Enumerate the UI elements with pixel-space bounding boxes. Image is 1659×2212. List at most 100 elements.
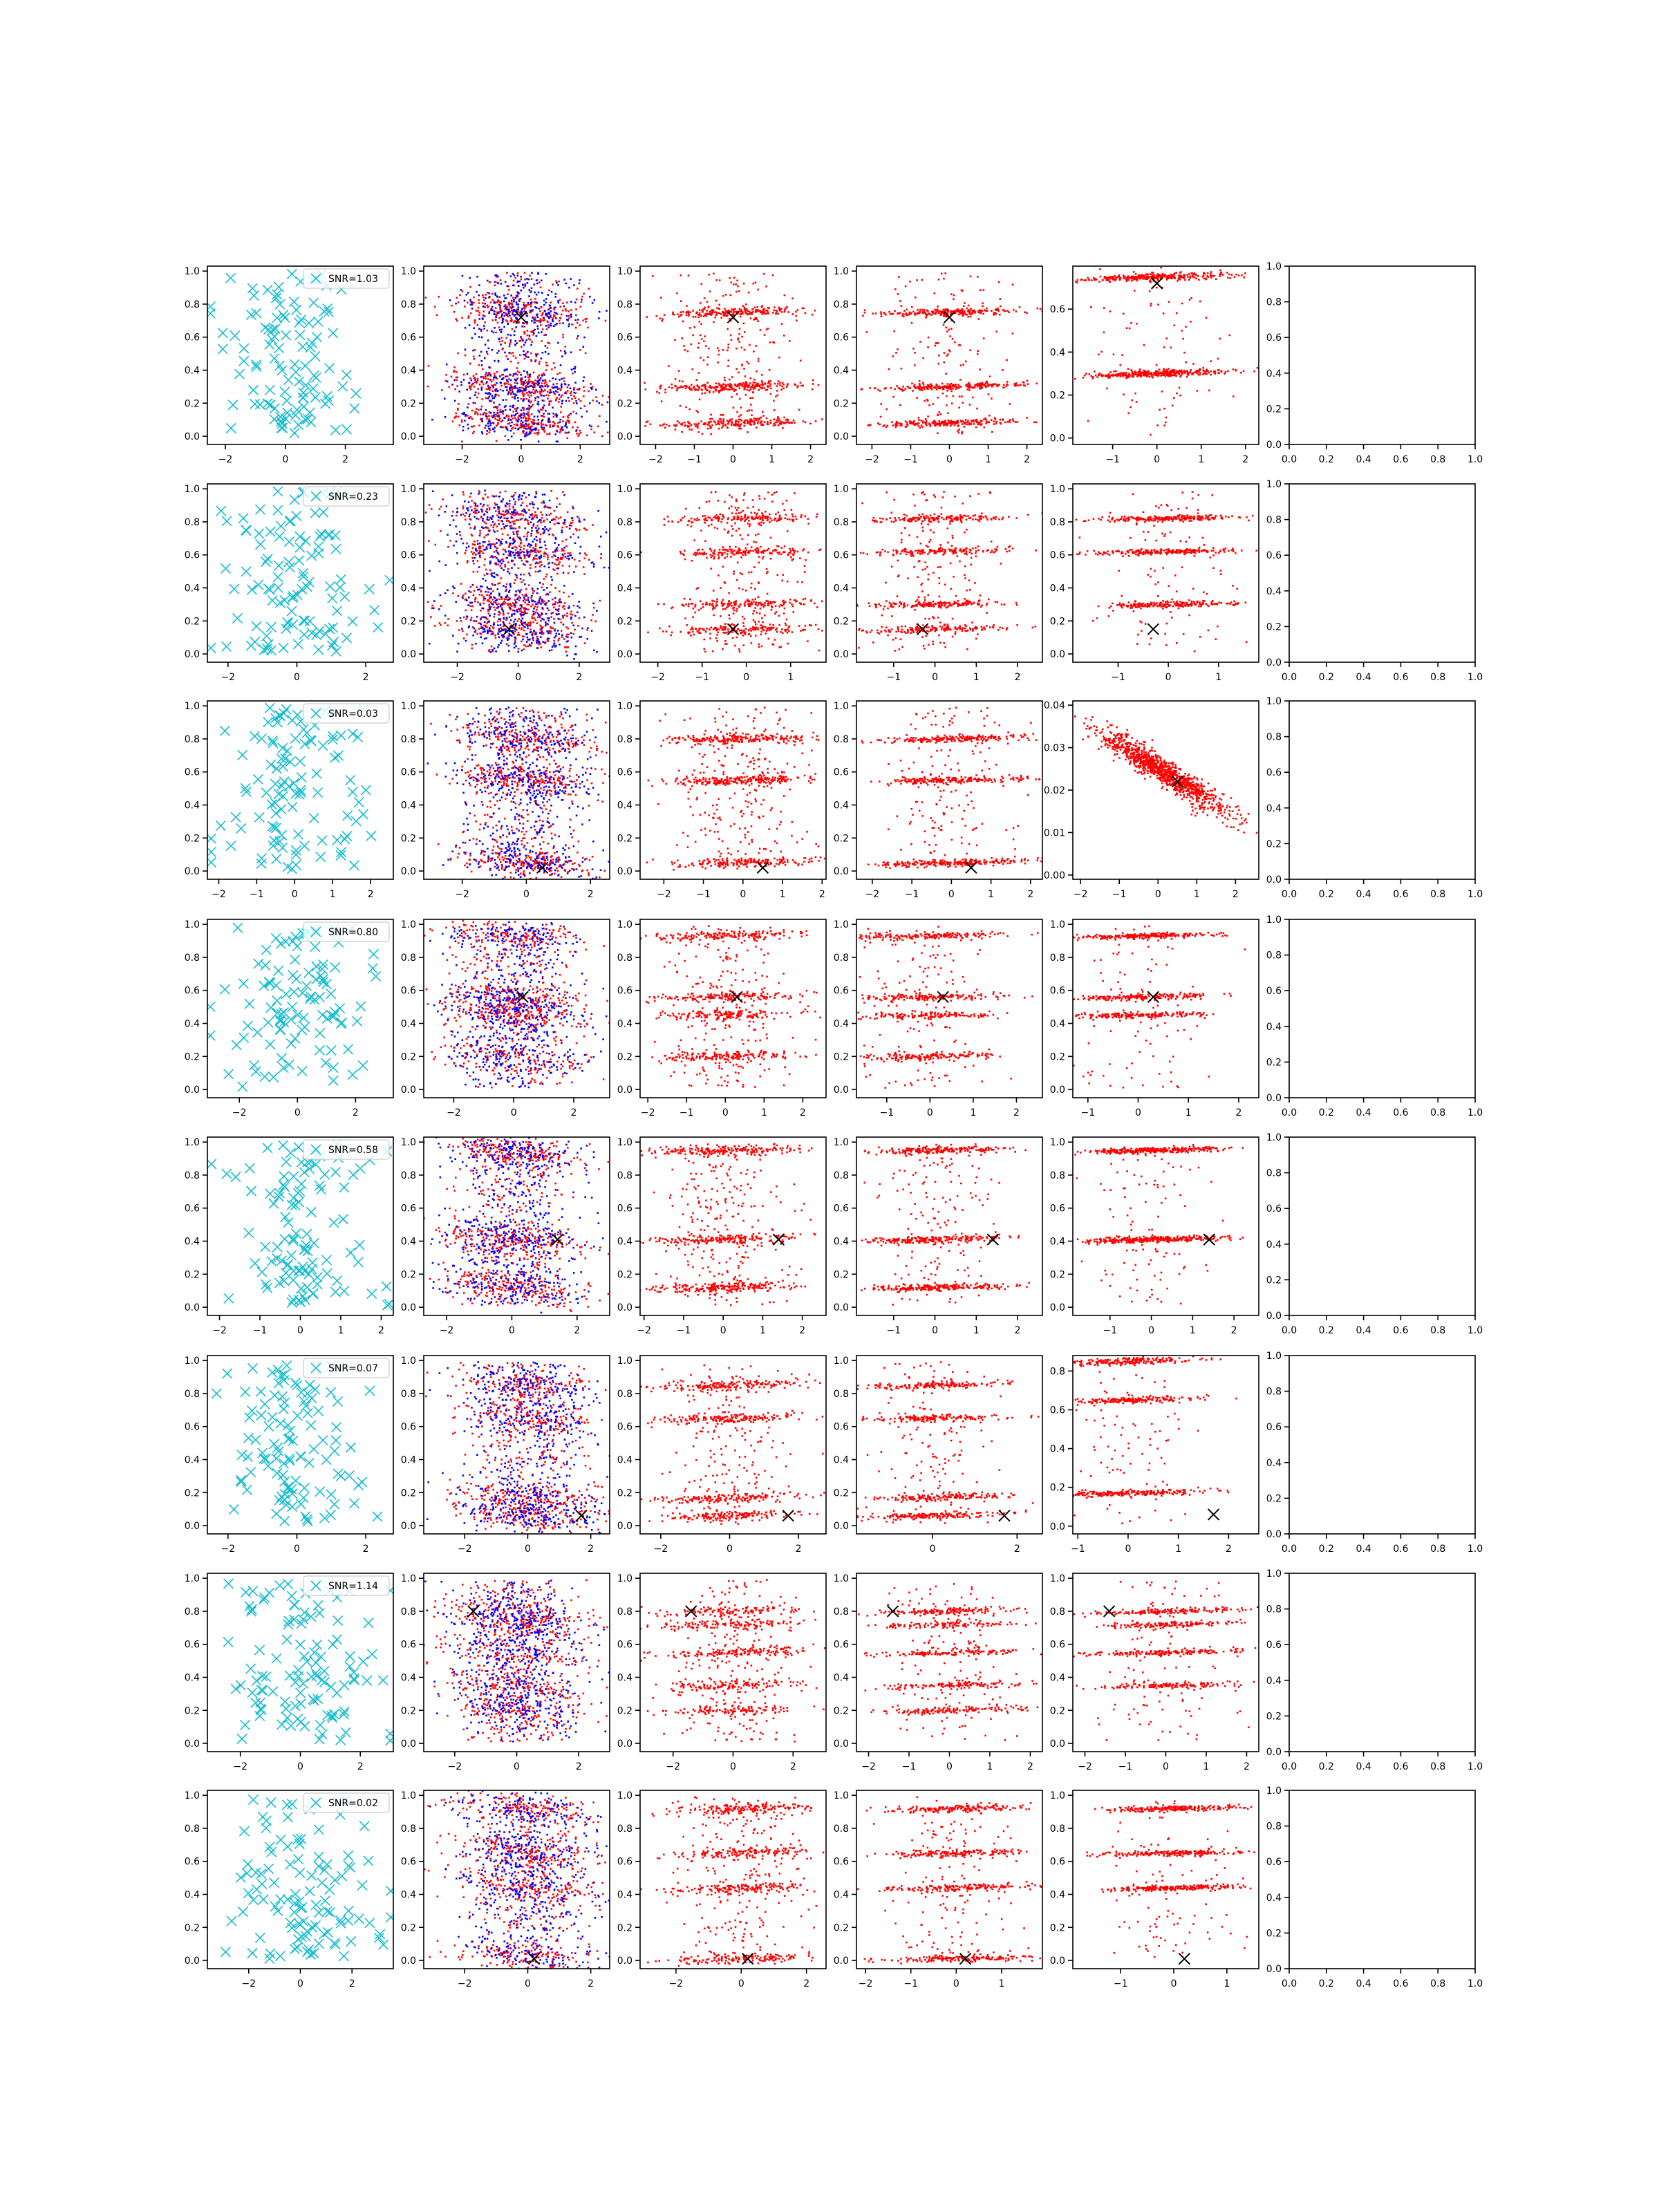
posterior-sample-point <box>512 432 515 435</box>
posterior-sample-point <box>811 313 814 316</box>
posterior-sample-point <box>554 378 557 380</box>
posterior-sample-point <box>533 321 535 324</box>
posterior-sample-point <box>444 379 447 382</box>
posterior-sample-point <box>490 308 493 310</box>
posterior-sample-point <box>453 379 456 382</box>
posterior-sample-point <box>504 549 506 552</box>
posterior-sample-point <box>696 312 698 314</box>
posterior-sample-point <box>773 418 776 421</box>
posterior-sample-point <box>937 386 939 388</box>
prior-sample-marker <box>335 574 346 585</box>
posterior-sample-point <box>576 321 579 324</box>
posterior-sample-point <box>987 393 990 395</box>
posterior-sample-point <box>892 395 894 398</box>
posterior-sample-point <box>467 315 470 317</box>
posterior-sample-point <box>496 547 498 550</box>
posterior-sample-point <box>559 322 561 325</box>
posterior-sample-point <box>559 299 561 301</box>
prior-sample-marker <box>308 297 319 308</box>
posterior-sample-point <box>735 423 738 426</box>
posterior-sample-point <box>474 391 477 394</box>
posterior-sample-point <box>786 306 788 308</box>
posterior-sample-point <box>767 380 770 383</box>
posterior-sample-point <box>503 294 505 297</box>
posterior-sample-point <box>480 360 483 362</box>
posterior-sample-point <box>537 381 539 384</box>
posterior-sample-point <box>505 307 507 310</box>
posterior-sample-point <box>512 537 515 539</box>
posterior-sample-point <box>903 389 905 392</box>
posterior-sample-point <box>704 386 706 389</box>
posterior-sample-point <box>1194 371 1196 373</box>
posterior-sample-point <box>572 368 575 370</box>
posterior-sample-point <box>507 418 510 420</box>
posterior-sample-point <box>1024 384 1027 387</box>
posterior-sample-point <box>518 418 520 421</box>
posterior-sample-point <box>577 435 579 437</box>
posterior-sample-point <box>495 495 497 497</box>
posterior-sample-point <box>774 421 777 424</box>
posterior-sample-point <box>795 315 798 317</box>
posterior-sample-point <box>1082 377 1085 379</box>
posterior-sample-point <box>755 419 757 421</box>
posterior-sample-point <box>475 310 478 312</box>
posterior-sample-point <box>1109 310 1112 312</box>
true-value-marker <box>943 311 956 324</box>
posterior-sample-point <box>486 433 488 435</box>
posterior-sample-point <box>474 402 476 404</box>
posterior-sample-point <box>686 350 689 353</box>
posterior-sample-point <box>706 310 709 312</box>
posterior-sample-point <box>488 411 491 413</box>
posterior-sample-point <box>471 499 473 502</box>
posterior-sample-point <box>693 326 696 328</box>
posterior-sample-point <box>516 634 519 636</box>
prior-sample-marker <box>294 555 305 566</box>
posterior-sample-point <box>763 387 765 389</box>
posterior-sample-point <box>506 429 509 431</box>
posterior-sample-point <box>1130 321 1132 324</box>
posterior-sample-point <box>588 295 591 298</box>
posterior-sample-point <box>1130 277 1133 280</box>
posterior-sample-point <box>497 275 499 278</box>
posterior-sample-point <box>706 382 709 384</box>
posterior-sample-point <box>528 396 531 399</box>
posterior-sample-point <box>1143 369 1145 372</box>
posterior-sample-point <box>747 291 750 294</box>
posterior-sample-point <box>505 520 508 522</box>
posterior-sample-point <box>1132 374 1134 376</box>
posterior-sample-point <box>530 360 533 362</box>
posterior-sample-point <box>1094 374 1097 377</box>
posterior-sample-point <box>523 426 526 428</box>
posterior-sample-point <box>505 319 507 321</box>
posterior-sample-point <box>528 408 530 411</box>
posterior-sample-point <box>904 388 907 390</box>
posterior-sample-point <box>487 397 489 400</box>
posterior-sample-point <box>458 402 460 405</box>
posterior-sample-point <box>1173 369 1176 371</box>
posterior-sample-point <box>532 386 534 388</box>
posterior-sample-point <box>498 329 501 331</box>
posterior-sample-point <box>1121 354 1123 356</box>
posterior-sample-point <box>1145 371 1148 373</box>
posterior-sample-point <box>539 550 542 552</box>
posterior-sample-point <box>769 419 772 422</box>
posterior-sample-point <box>937 423 939 426</box>
posterior-sample-point <box>469 285 471 288</box>
prior-sample-marker <box>309 370 320 381</box>
posterior-sample-point <box>695 388 697 391</box>
posterior-sample-point <box>535 355 538 357</box>
posterior-sample-point <box>521 311 523 314</box>
posterior-sample-point <box>548 433 550 435</box>
posterior-sample-point <box>709 310 712 312</box>
posterior-sample-point <box>684 348 686 351</box>
posterior-sample-point <box>988 384 991 386</box>
posterior-sample-point <box>1169 375 1172 377</box>
posterior-sample-point <box>532 371 535 374</box>
posterior-sample-point <box>789 422 791 424</box>
posterior-sample-point <box>1158 368 1161 371</box>
posterior-sample-point <box>521 377 523 379</box>
posterior-sample-point <box>1156 373 1159 376</box>
posterior-sample-point <box>954 422 957 424</box>
posterior-sample-point <box>534 317 536 319</box>
posterior-sample-point <box>440 624 442 626</box>
